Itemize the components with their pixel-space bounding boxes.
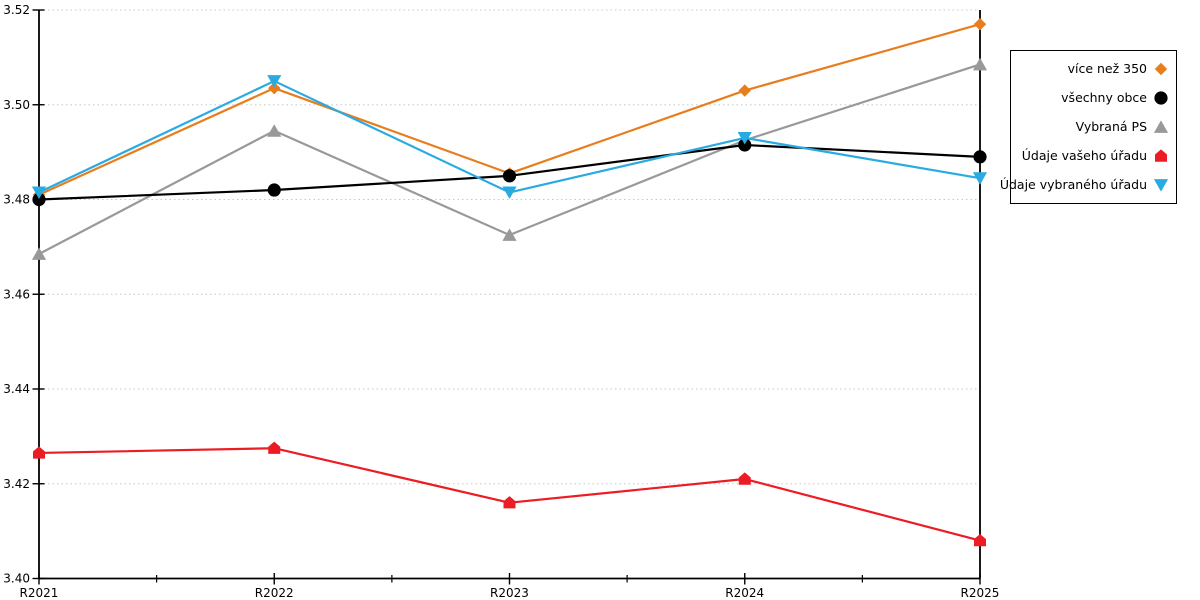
pentagon-glyph	[1155, 149, 1167, 162]
data-point-udaje-vybraneho-uradu	[267, 75, 282, 88]
legend-item-udaje-vybraneho-uradu: Údaje vybraného úřadu	[1000, 177, 1169, 193]
triangle-down-glyph	[1153, 179, 1169, 192]
data-point-vsechny-obce	[32, 192, 46, 207]
x-tick-label: R2023	[490, 586, 529, 600]
legend-item-vice-nez-350: více než 350	[1015, 61, 1169, 77]
y-tick-label: 3.42	[3, 477, 30, 491]
data-point-udaje-vybraneho-uradu	[972, 172, 988, 185]
data-point-udaje-vybraneho-uradu	[737, 132, 752, 145]
data-point-vybrana-ps	[267, 124, 282, 137]
triangle-down-icon	[1153, 179, 1169, 192]
legend-label: více než 350	[1067, 60, 1147, 76]
data-point-vsechny-obce	[738, 138, 752, 152]
series-line-udaje-vaseho-uradu	[37, 447, 982, 542]
data-point-vice-nez-350	[738, 84, 751, 97]
x-tick-label: R2024	[725, 586, 764, 600]
triangle-up-glyph	[1153, 120, 1169, 133]
data-point-vsechny-obce	[502, 169, 517, 183]
y-tick-label: 3.44	[3, 382, 30, 396]
legend-label: Vybraná PS	[1075, 118, 1147, 134]
data-point-udaje-vaseho-uradu	[33, 446, 45, 459]
legend-label: Údaje vašeho úřadu	[1021, 147, 1147, 163]
data-point-vsechny-obce	[267, 183, 281, 197]
y-tick-label: 3.52	[3, 3, 30, 17]
legend-label: všechny obce	[1061, 89, 1147, 105]
circle-icon	[1154, 91, 1168, 105]
data-point-udaje-vaseho-uradu	[268, 441, 281, 454]
data-point-vice-nez-350	[268, 81, 281, 95]
x-tick-label: R2021	[20, 586, 59, 600]
data-point-udaje-vybraneho-uradu	[502, 186, 517, 199]
data-point-vice-nez-350	[973, 18, 987, 31]
y-tick-label: 3.40	[3, 572, 30, 586]
legend-label: Údaje vybraného úřadu	[999, 176, 1147, 192]
x-tick-label: R2022	[255, 586, 294, 600]
triangle-up-icon	[1153, 120, 1169, 133]
legend: více než 350 všechny obce Vybraná PS Údaje …	[1000, 50, 1177, 204]
y-tick-label: 3.50	[3, 98, 30, 112]
data-point-vybrana-ps	[31, 247, 47, 260]
series-line-vybrana-ps	[37, 63, 982, 256]
pentagon-icon	[1155, 149, 1167, 162]
data-point-udaje-vaseho-uradu	[974, 534, 986, 547]
legend-item-vsechny-obce: všechny obce	[1015, 90, 1169, 106]
data-point-udaje-vaseho-uradu	[738, 472, 751, 485]
y-tick-label: 3.48	[3, 193, 30, 207]
data-point-udaje-vaseho-uradu	[503, 496, 516, 509]
data-point-vsechny-obce	[973, 150, 987, 164]
diamond-glyph	[1154, 62, 1168, 76]
data-point-vybrana-ps	[972, 57, 988, 71]
data-point-vybrana-ps	[502, 228, 517, 241]
circle-glyph	[1154, 91, 1168, 105]
legend-item-vybrana-ps: Vybraná PS	[1015, 119, 1169, 135]
y-tick-label: 3.46	[3, 287, 30, 301]
data-point-udaje-vybraneho-uradu	[31, 186, 47, 199]
diamond-icon	[1154, 62, 1168, 76]
x-tick-label: R2025	[961, 586, 1000, 600]
legend-item-udaje-vaseho-uradu: Údaje vašeho úřadu	[1015, 148, 1169, 164]
